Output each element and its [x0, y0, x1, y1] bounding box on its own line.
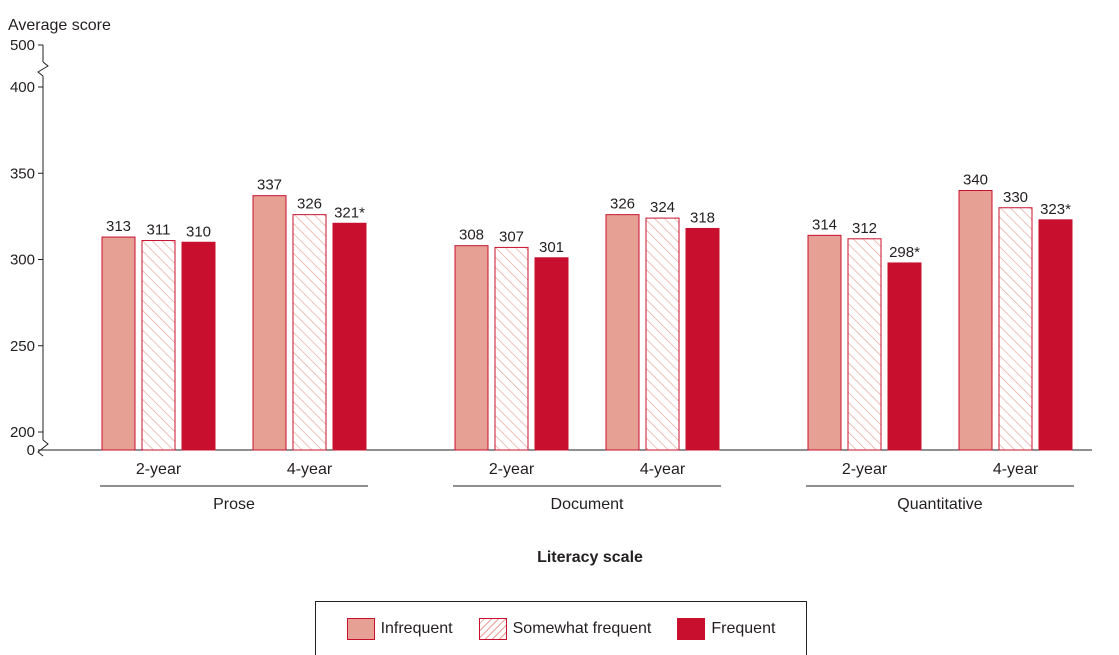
- y-tick-label: 350: [10, 165, 35, 182]
- data-label: 326: [297, 196, 322, 213]
- bar-infrequent: [101, 236, 136, 451]
- legend-item-infrequent: Infrequent: [346, 617, 453, 640]
- x-group-label: Prose: [213, 496, 255, 513]
- bar-frequent: [1038, 219, 1073, 451]
- y-tick-label: 300: [10, 252, 35, 269]
- bar-somewhat-frequent: [998, 207, 1033, 451]
- bar-frequent: [181, 241, 216, 451]
- bar-infrequent: [807, 234, 842, 451]
- legend-swatch-infrequent: [346, 617, 375, 640]
- data-label: 330: [1003, 189, 1028, 206]
- bar-infrequent: [252, 195, 287, 451]
- x-subcategory-label: 4-year: [993, 461, 1039, 478]
- data-label: 310: [186, 223, 211, 240]
- x-subcategory-label: 4-year: [640, 461, 686, 478]
- data-label: 298*: [889, 244, 920, 261]
- x-subcategory-label: 4-year: [287, 461, 333, 478]
- y-tick-label: 0: [27, 442, 35, 459]
- x-group-label: Document: [551, 496, 624, 513]
- x-axis-title: Literacy scale: [537, 549, 643, 566]
- x-subcategory-label: 2-year: [136, 461, 182, 478]
- data-label: 313: [106, 218, 131, 235]
- data-label: 314: [812, 216, 837, 233]
- legend: Infrequent Somewhat frequent Frequent: [315, 601, 807, 655]
- y-tick-label: 400: [10, 79, 35, 96]
- y-axis-break-bottom: [37, 439, 49, 457]
- y-axis-title: Average score: [8, 17, 111, 34]
- x-group-label: Quantitative: [897, 496, 982, 513]
- bar-frequent: [332, 222, 367, 451]
- data-label: 312: [852, 220, 877, 237]
- bar-frequent: [534, 257, 569, 451]
- bar-somewhat-frequent: [141, 240, 176, 451]
- data-labels: 313 311 310 337 326 321* 308 307 301 326 324 318 314…: [106, 172, 1071, 261]
- bar-somewhat-frequent: [847, 238, 882, 451]
- y-tick-label: 500: [10, 37, 35, 54]
- data-label: 321*: [334, 204, 365, 221]
- legend-label: Infrequent: [380, 619, 453, 637]
- legend-item-somewhat-frequent: Somewhat frequent: [478, 617, 652, 640]
- data-label: 323*: [1040, 201, 1071, 218]
- x-subcategory-label: 2-year: [842, 461, 888, 478]
- bar-infrequent: [605, 214, 640, 451]
- bar-somewhat-frequent: [645, 217, 680, 451]
- y-axis-break-top: [37, 61, 49, 77]
- bar-somewhat-frequent: [292, 214, 327, 451]
- data-label: 318: [690, 209, 715, 226]
- data-label: 326: [610, 196, 635, 213]
- x-subcategory-label: 2-year: [489, 461, 535, 478]
- data-label: 337: [257, 177, 282, 194]
- legend-label: Frequent: [711, 619, 776, 637]
- bar-frequent: [685, 227, 720, 451]
- data-label: 311: [147, 222, 171, 239]
- y-tick-label: 250: [10, 338, 35, 355]
- data-label: 307: [499, 228, 524, 245]
- data-label: 301: [539, 239, 564, 256]
- bar-somewhat-frequent: [494, 246, 529, 451]
- x-axis-labels: 2-year 4-year Prose 2-year 4-year Document 2-y…: [100, 461, 1074, 513]
- legend-label: Somewhat frequent: [512, 619, 652, 637]
- bar-frequent: [887, 262, 922, 451]
- bar-infrequent: [958, 190, 993, 451]
- bar-infrequent: [454, 245, 489, 451]
- legend-swatch-somewhat-frequent: [478, 617, 507, 640]
- data-label: 324: [650, 199, 675, 216]
- bars: [101, 190, 1073, 451]
- legend-item-frequent: Frequent: [677, 617, 776, 640]
- data-label: 340: [963, 172, 988, 189]
- data-label: 308: [459, 227, 484, 244]
- legend-swatch-frequent: [677, 617, 706, 640]
- y-tick-label: 200: [10, 424, 35, 441]
